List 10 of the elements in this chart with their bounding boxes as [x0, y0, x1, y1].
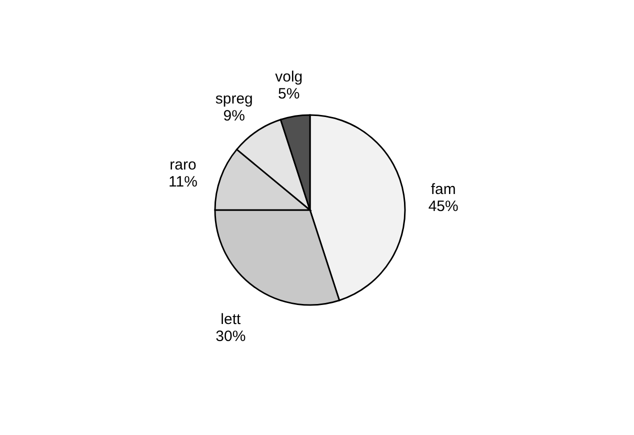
- data-label: 11%: [168, 173, 198, 190]
- data-label: 9%: [223, 107, 245, 124]
- data-label: 5%: [278, 86, 300, 103]
- slice-label: lett: [220, 311, 242, 328]
- data-label: 45%: [428, 198, 458, 215]
- slice-label: spreg: [215, 90, 253, 108]
- slice-label: fam: [430, 180, 456, 198]
- data-label: 30%: [216, 328, 246, 346]
- slice-label: volg: [275, 68, 303, 86]
- slice-label: raro: [170, 156, 196, 174]
